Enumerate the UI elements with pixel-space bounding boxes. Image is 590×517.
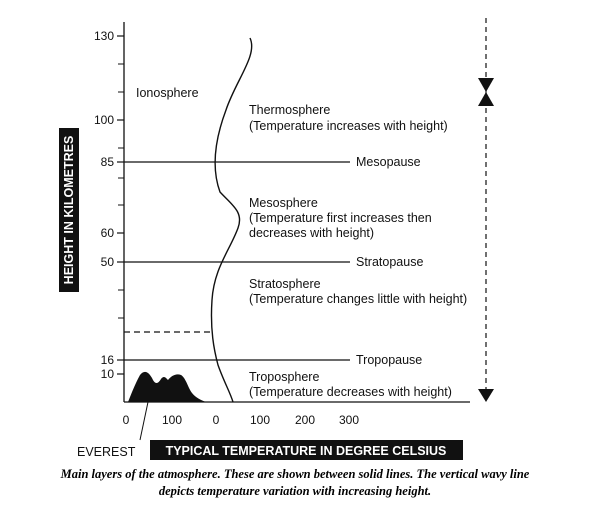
temperature-curve xyxy=(210,37,253,403)
y-tick-label: 130 xyxy=(94,29,114,43)
troposphere-note: (Temperature decreases with height) xyxy=(249,385,452,399)
y-axis-title: HEIGHT IN KILOMETRES xyxy=(62,136,76,285)
x-tick-label: 0 xyxy=(213,413,220,427)
y-tick-label: 16 xyxy=(101,353,115,367)
atmosphere-layers-diagram: HEIGHT IN KILOMETRES 130 100 85 60 50 16… xyxy=(59,18,494,460)
troposphere-name: Troposphere xyxy=(249,370,319,384)
mesosphere-name: Mesosphere xyxy=(249,196,318,210)
y-axis-major-ticks xyxy=(117,35,124,375)
y-tick-label: 100 xyxy=(94,113,114,127)
caption-line-1: Main layers of the atmosphere. These are… xyxy=(60,467,530,481)
x-tick-label: 100 xyxy=(250,413,270,427)
y-tick-label: 10 xyxy=(101,367,115,381)
stratosphere-name: Stratosphere xyxy=(249,277,321,291)
mesopause-label: Mesopause xyxy=(356,155,421,169)
everest-mountain xyxy=(128,371,206,402)
x-tick-label: 200 xyxy=(295,413,315,427)
y-axis-title-band xyxy=(59,128,79,292)
mesosphere-note-2: decreases with height) xyxy=(249,226,374,240)
arrowhead-bottom-icon xyxy=(478,389,494,402)
x-axis-title-band xyxy=(150,440,463,460)
x-axis-title: TYPICAL TEMPERATURE IN DEGREE CELSIUS xyxy=(166,444,447,458)
y-tick-label: 50 xyxy=(101,255,115,269)
mesosphere-note-1: (Temperature first increases then xyxy=(249,211,432,225)
y-tick-label: 85 xyxy=(101,155,115,169)
y-tick-label: 60 xyxy=(101,226,115,240)
everest-label: EVEREST xyxy=(77,445,136,459)
x-tick-label: 300 xyxy=(339,413,359,427)
y-axis-minor-ticks xyxy=(118,63,124,319)
thermosphere-name: Thermosphere xyxy=(249,103,330,117)
arrowhead-up-icon xyxy=(478,92,494,106)
x-tick-label: 100 xyxy=(162,413,182,427)
arrowhead-down-icon xyxy=(478,78,494,92)
everest-pointer xyxy=(139,401,149,441)
stratopause-label: Stratopause xyxy=(356,255,423,269)
stratosphere-note: (Temperature changes little with height) xyxy=(249,292,467,306)
ionosphere-label: Ionosphere xyxy=(136,86,199,100)
thermosphere-note: (Temperature increases with height) xyxy=(249,119,448,133)
caption-line-2: depicts temperature variation with incre… xyxy=(158,484,432,498)
tropopause-label: Tropopause xyxy=(356,353,422,367)
figure-caption: Main layers of the atmosphere. These are… xyxy=(10,466,580,500)
x-tick-label: 0 xyxy=(123,413,130,427)
